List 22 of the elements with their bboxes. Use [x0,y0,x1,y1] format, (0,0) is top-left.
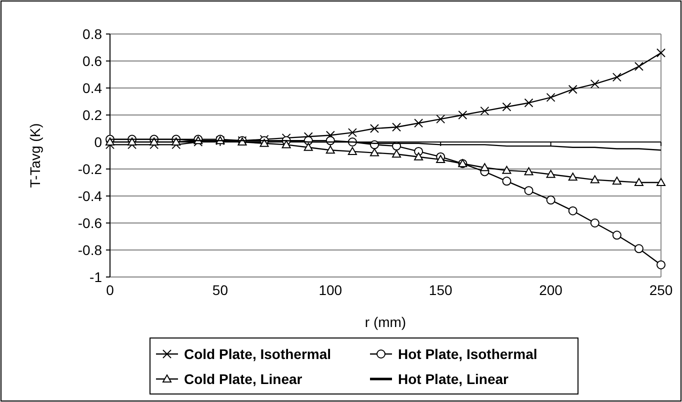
y-tick-label: 0 [94,134,102,150]
legend-label: Hot Plate, Isothermal [398,346,538,362]
x-axis-title: r (mm) [364,314,406,330]
y-tick-label: 0.2 [82,106,102,123]
y-tick-label: -0.4 [78,188,102,204]
x-tick-label: 150 [428,282,452,298]
y-tick-label: -0.6 [78,214,102,231]
x-tick-label: 250 [649,282,673,298]
y-tick-label: 0.6 [82,52,102,69]
y-tick-label: 0.4 [82,80,102,96]
x-tick-label: 100 [318,282,342,298]
legend-label: Cold Plate, Isothermal [184,346,332,362]
legend-label: Hot Plate, Linear [398,370,510,387]
x-tick-label: 200 [539,282,563,298]
y-tick-label: -0.2 [78,160,102,177]
y-axis-title: T-Tavg (K) [27,123,43,188]
x-tick-label: 50 [212,282,228,298]
legend-label: Cold Plate, Linear [184,370,303,387]
y-tick-label: 0.8 [82,26,102,42]
x-tick-label: 0 [106,282,114,298]
y-tick-label: -1 [90,268,102,285]
y-tick-label: -0.8 [78,242,102,258]
